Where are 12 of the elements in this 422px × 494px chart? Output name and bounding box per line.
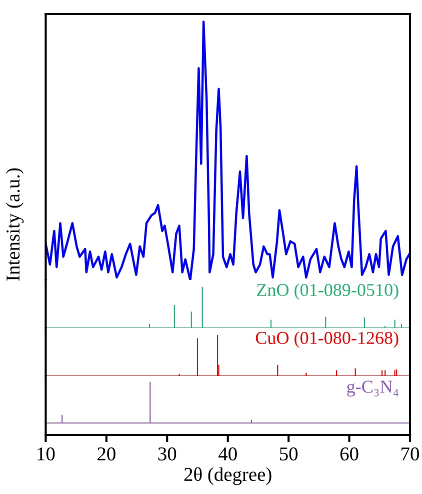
y-axis-title: Intensity (a.u.) <box>6 168 24 281</box>
series-label: ZnO (01-089-0510) <box>257 283 398 300</box>
text: g-C₃N₄ <box>347 380 398 397</box>
x-tick-label: 30 <box>158 447 176 460</box>
x-tick-label: 40 <box>218 447 237 460</box>
x-tick-label: 60 <box>340 447 358 460</box>
x-axis-title: 2θ (degree) <box>184 467 272 486</box>
x-tick-label: 20 <box>98 447 116 460</box>
x-tick-label: 70 <box>402 447 419 460</box>
x-tick-label: 10 <box>38 447 55 460</box>
series-label: CuO (01-080-1268) <box>256 331 398 348</box>
x-tick-label: 50 <box>280 447 298 460</box>
